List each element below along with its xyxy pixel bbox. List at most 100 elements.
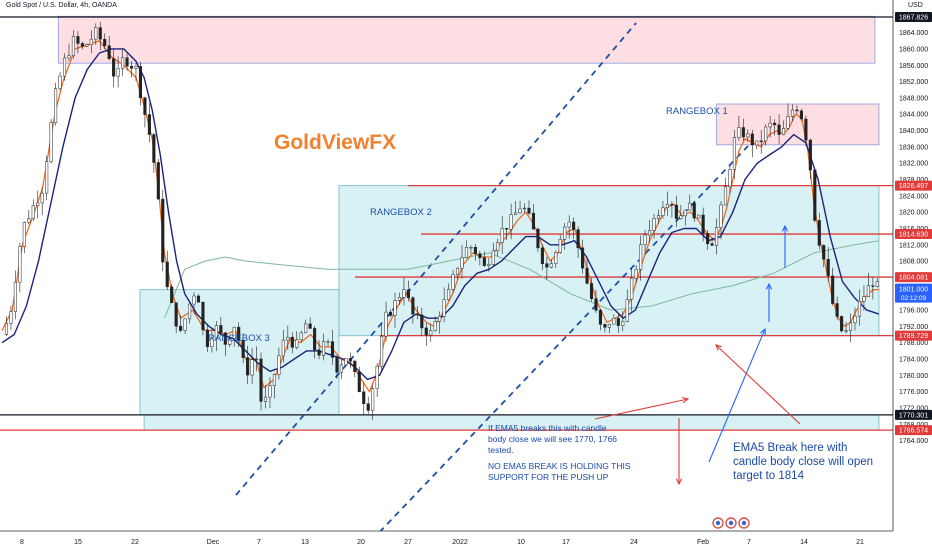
price-tick-label: 1812.000 bbox=[899, 242, 928, 249]
note-holding-line: SUPPORT FOR THE PUSH UP bbox=[488, 472, 609, 482]
candle-up bbox=[58, 75, 62, 89]
candle-up bbox=[464, 247, 469, 258]
candle-down bbox=[581, 247, 585, 269]
time-tick-label: 20 bbox=[357, 539, 365, 546]
candle-down bbox=[161, 198, 165, 263]
candle-up bbox=[656, 215, 661, 219]
candle-up bbox=[768, 122, 772, 128]
candle-down bbox=[179, 325, 183, 331]
candle-down bbox=[366, 403, 370, 411]
ma-long-line bbox=[163, 240, 880, 319]
candle-up bbox=[732, 137, 736, 170]
candle-up bbox=[848, 322, 853, 331]
price-tag-bg bbox=[895, 425, 932, 436]
candle-down bbox=[205, 329, 209, 347]
candle-up bbox=[4, 323, 9, 335]
candle-up bbox=[299, 332, 303, 341]
candle-up bbox=[339, 364, 343, 373]
price-tag-bg bbox=[895, 12, 932, 22]
price-tick-label: 1864.000 bbox=[899, 30, 928, 37]
candle-up bbox=[554, 252, 558, 264]
candle-up bbox=[268, 385, 272, 398]
candle-up bbox=[397, 297, 402, 301]
candle-up bbox=[688, 202, 692, 211]
time-tick-label: 15 bbox=[74, 539, 82, 546]
candle-down bbox=[840, 316, 844, 332]
candle-down bbox=[125, 57, 129, 67]
rangebox-3-label: RANGEBOX 3 bbox=[208, 333, 270, 344]
candle-up bbox=[697, 214, 701, 219]
note-holding-line: NO EMA5 BREAK IS HOLDING THIS bbox=[488, 461, 631, 471]
note-target-line: target to 1814 bbox=[733, 470, 804, 482]
candle-down bbox=[594, 298, 598, 311]
price-tick-label: 1828.000 bbox=[899, 177, 928, 184]
time-axis: 8 15 22 Dec 7 13 20 27 2022 10 17 24 Feb 7 14 21 bbox=[0, 517, 932, 550]
candle-up bbox=[639, 244, 643, 270]
price-tick-label: 1860.000 bbox=[899, 46, 928, 53]
candle-down bbox=[80, 43, 84, 47]
time-tick-label: 14 bbox=[800, 539, 808, 546]
candle-up bbox=[188, 303, 192, 320]
candle-down bbox=[527, 207, 531, 214]
candle-down bbox=[545, 263, 549, 268]
candle-up bbox=[281, 339, 285, 357]
candle-up bbox=[719, 204, 723, 228]
candle-up bbox=[89, 38, 93, 45]
candle-down bbox=[589, 283, 594, 299]
price-tick-label: 1840.000 bbox=[899, 128, 928, 135]
note-holding-support: NO EMA5 BREAK IS HOLDING THIS SUPPORT FO… bbox=[488, 461, 631, 483]
candle-down bbox=[156, 162, 160, 200]
candle-up bbox=[429, 330, 433, 336]
candle-down bbox=[348, 358, 352, 362]
candle-up bbox=[31, 205, 35, 219]
price-tick-label: 1820.000 bbox=[899, 210, 928, 217]
price-tick-label: 1788.000 bbox=[899, 340, 928, 347]
candle-up bbox=[9, 311, 13, 324]
time-tick-label: Feb bbox=[697, 539, 709, 546]
price-tick-label: 1796.000 bbox=[899, 308, 928, 315]
down-arrow-head bbox=[675, 478, 683, 486]
candle-down bbox=[576, 229, 580, 249]
candle-down bbox=[219, 325, 223, 334]
price-tick-label: 1792.000 bbox=[899, 324, 928, 331]
price-tick-label: 1824.000 bbox=[899, 193, 928, 200]
time-tick-label: 7 bbox=[257, 539, 261, 546]
price-tag-bg bbox=[895, 229, 932, 240]
price-tick-label: 1856.000 bbox=[899, 63, 928, 70]
candle-down bbox=[317, 349, 321, 356]
candle-up bbox=[183, 318, 187, 331]
note-ema-break-line: If EMA5 breaks this with candle bbox=[488, 423, 607, 433]
candle-up bbox=[522, 207, 527, 210]
candle-down bbox=[223, 332, 227, 345]
candle-up bbox=[737, 127, 741, 138]
candle-down bbox=[826, 259, 830, 277]
candle-up bbox=[460, 257, 464, 269]
candle-up bbox=[71, 36, 76, 56]
candles bbox=[4, 21, 879, 421]
event-flag-icon bbox=[728, 520, 734, 526]
price-tag-text: 1789.729 bbox=[899, 333, 928, 340]
note-target-line: candle body close will open bbox=[733, 456, 874, 468]
candle-up bbox=[866, 285, 870, 297]
candle-up bbox=[755, 140, 759, 146]
candle-up bbox=[625, 299, 629, 322]
candle-up bbox=[393, 300, 397, 316]
candle-down bbox=[531, 212, 536, 230]
time-tick-label: 10 bbox=[517, 539, 525, 546]
time-axis-bg bbox=[0, 531, 932, 550]
candle-down bbox=[143, 97, 147, 115]
price-tick-label: 1780.000 bbox=[899, 373, 928, 380]
candle-up bbox=[228, 338, 232, 345]
candle-up bbox=[49, 122, 53, 162]
candle-down bbox=[799, 110, 803, 120]
candle-up bbox=[844, 330, 848, 332]
price-tick-label: 1764.000 bbox=[899, 438, 928, 445]
candle-up bbox=[134, 66, 138, 69]
range-box bbox=[57, 15, 876, 64]
current-price-tag bbox=[895, 283, 932, 303]
candle-down bbox=[152, 134, 156, 163]
candle-down bbox=[572, 221, 576, 230]
candle-down bbox=[670, 204, 674, 206]
